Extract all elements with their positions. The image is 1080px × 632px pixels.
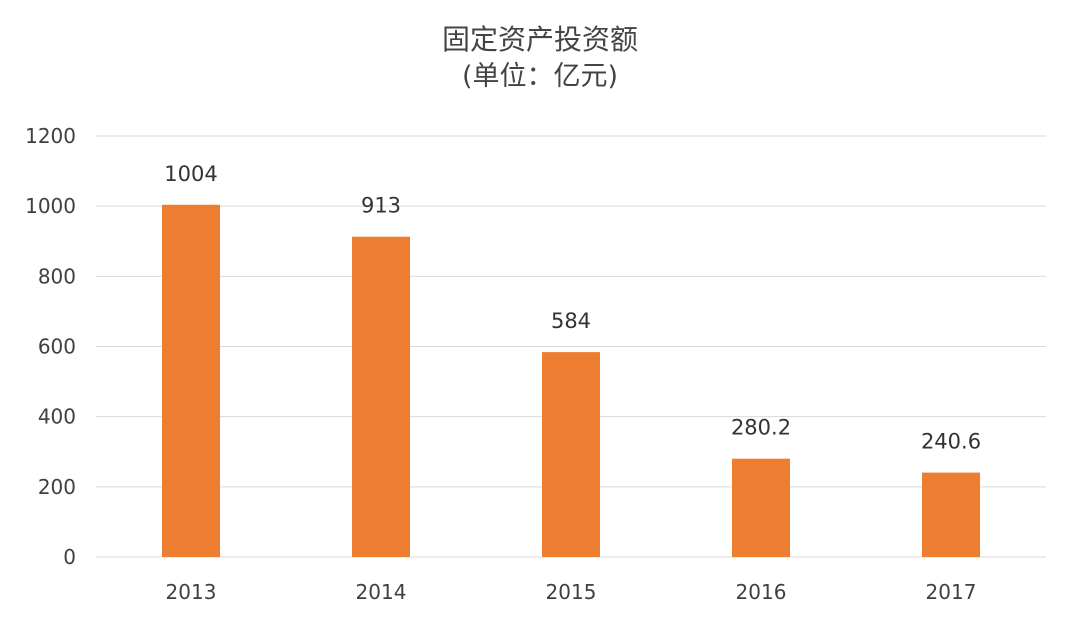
bar-2017 [922,472,980,557]
chart-title: 固定资产投资额 [441,23,638,56]
y-tick-label: 1000 [25,194,76,218]
x-tick-label: 2014 [356,580,407,604]
x-tick-label: 2013 [166,580,217,604]
data-label-2016: 280.2 [731,416,791,440]
y-tick-label: 600 [38,335,76,359]
y-tick-label: 400 [38,405,76,429]
chart-subtitle: (单位：亿元) [461,61,619,92]
x-tick-label: 2016 [736,580,787,604]
bar-2016 [732,458,790,557]
y-tick-label: 1200 [25,124,76,148]
bar-2014 [352,236,410,558]
y-tick-label: 0 [63,545,76,569]
bars [162,204,980,558]
x-tick-label: 2017 [926,580,977,604]
bar-2013 [162,204,220,557]
data-label-2017: 240.6 [921,430,981,454]
data-label-2014: 913 [361,194,401,218]
bar-2015 [542,352,600,557]
y-tick-label: 800 [38,264,76,288]
x-axis: 2013 2014 2015 2016 2017 [166,580,977,604]
y-tick-label: 200 [38,475,76,499]
x-tick-label: 2015 [546,580,597,604]
y-axis: 0 200 400 600 800 1000 1200 [25,124,76,569]
data-labels: 1004 913 584 280.2 240.6 [164,162,981,454]
data-label-2015: 584 [551,309,591,333]
data-label-2013: 1004 [164,162,217,186]
